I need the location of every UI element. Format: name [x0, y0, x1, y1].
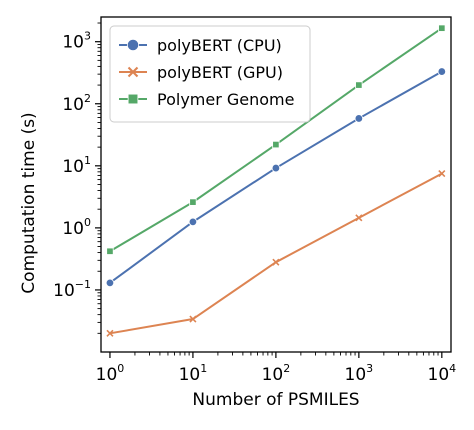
x-tick-label: 101	[179, 362, 208, 385]
data-point	[188, 217, 198, 227]
data-point	[105, 278, 115, 288]
legend-marker	[127, 93, 139, 105]
y-axis-label-group: Computation time (s)	[19, 112, 39, 293]
x-axis-label: Number of PSMILES	[192, 390, 359, 410]
y-tick-label: 100	[62, 216, 91, 239]
y-tick-label: 102	[62, 92, 91, 115]
data-point	[189, 198, 197, 206]
x-tick-label: 103	[345, 362, 374, 385]
x-tick-label: 104	[428, 362, 457, 385]
data-point	[355, 214, 363, 222]
y-tick-label: 101	[62, 154, 91, 177]
ticks: 100 101 102 103 104 10−1 100 101 102 103	[53, 22, 457, 385]
legend-marker	[126, 38, 140, 52]
x-tick-label: 102	[262, 362, 291, 385]
legend-label: Polymer Genome	[157, 90, 294, 109]
plot-frame	[100, 16, 452, 353]
legend-box	[109, 25, 311, 123]
series-group	[106, 170, 446, 337]
data-point	[354, 114, 364, 123]
data-point	[355, 81, 363, 89]
data-point	[272, 140, 280, 149]
data-point	[438, 170, 446, 178]
series-layer	[105, 24, 447, 337]
series-group	[106, 24, 446, 255]
y-tick-label: 10−1	[53, 278, 91, 301]
legend-label: polyBERT (GPU)	[157, 63, 283, 82]
data-point	[106, 329, 114, 337]
data-point	[106, 247, 114, 255]
data-point	[437, 67, 447, 76]
y-tick-label: 103	[62, 30, 91, 53]
legend: polyBERT (CPU) polyBERT (GPU) Polymer Geno…	[109, 25, 311, 123]
data-point	[272, 258, 280, 266]
y-axis-label: Computation time (s)	[19, 112, 39, 293]
data-point	[271, 163, 281, 173]
series-line	[109, 172, 443, 335]
data-point	[438, 24, 446, 32]
data-point	[189, 315, 197, 323]
legend-label: polyBERT (CPU)	[157, 36, 282, 55]
x-tick-label: 100	[96, 362, 125, 385]
series-group	[105, 67, 447, 288]
legend-marker	[127, 66, 139, 78]
